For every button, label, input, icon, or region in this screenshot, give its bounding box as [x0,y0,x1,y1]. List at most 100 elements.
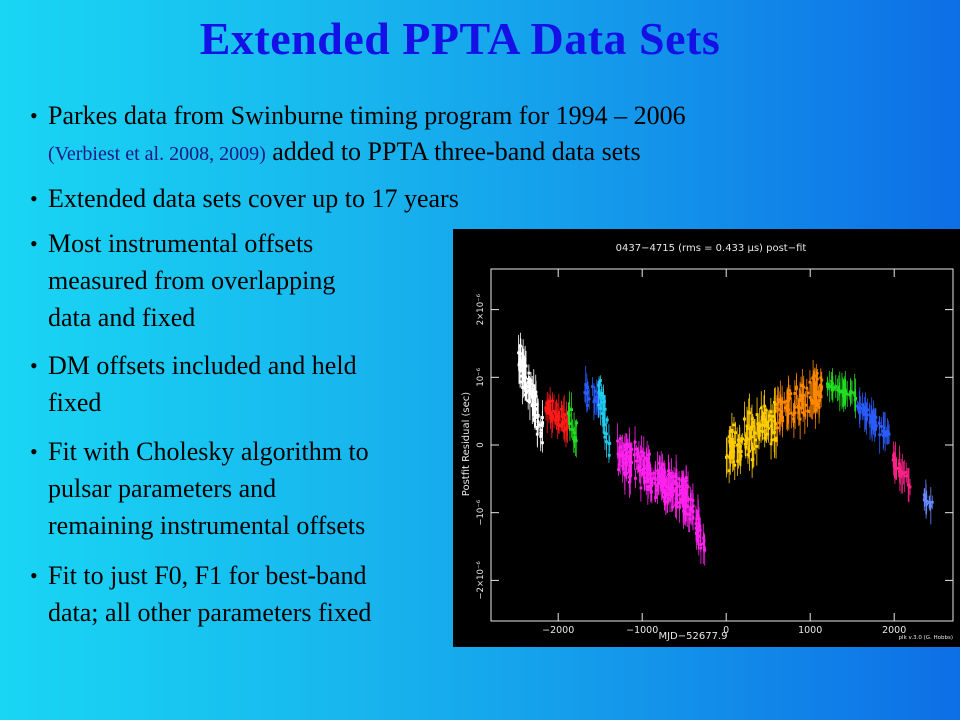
data-point [819,387,823,391]
data-point [641,467,645,471]
data-point [648,478,652,481]
data-point [553,418,557,422]
data-point [536,414,540,417]
data-point [696,539,700,543]
data-point [532,417,536,421]
data-point [541,421,545,425]
data-point [802,393,806,397]
data-point [664,500,668,504]
data-point [603,423,607,427]
data-point [687,512,691,516]
data-point [521,386,524,390]
data-point [759,429,763,433]
data-point [560,422,564,425]
data-point [694,526,698,530]
data-point [814,374,818,378]
data-point [549,412,553,416]
data-point [814,399,818,403]
data-point [727,469,731,473]
data-point [652,471,656,475]
data-point [655,488,658,492]
data-point [667,497,671,501]
data-point [627,475,631,479]
data-point [789,392,793,396]
data-point [767,426,771,430]
bullet-dot: • [30,439,38,464]
data-point [803,413,807,417]
data-point [899,474,903,478]
data-point [648,464,651,468]
data-point [892,463,896,467]
data-point [738,457,742,461]
data-point [616,452,620,456]
data-point [685,505,689,509]
data-point [929,504,933,508]
data-point [523,384,527,387]
data-point [698,524,702,528]
data-point [597,381,601,385]
data-point [753,438,757,442]
data-point [794,387,798,391]
data-point [595,395,599,399]
data-point [756,424,760,428]
data-point [742,417,746,421]
data-point [849,390,853,393]
data-point [868,413,871,417]
data-point [868,420,872,424]
data-point [554,412,558,415]
data-point [764,408,768,412]
data-point [805,386,809,390]
x-tick-label: −1000 [626,625,658,636]
data-point [545,401,549,405]
data-point [702,539,706,543]
data-point [870,420,874,424]
data-point [625,461,629,465]
data-point [599,379,602,382]
data-point [820,378,824,382]
data-point [546,403,550,407]
data-point [826,383,830,387]
data-point [668,493,672,497]
data-point [870,418,873,422]
data-point [630,448,634,451]
data-point [903,474,907,478]
data-point [870,425,874,429]
data-point [517,351,520,355]
data-point [753,431,756,435]
data-point [616,439,620,443]
data-point [769,442,773,446]
data-point [808,396,812,399]
data-point [789,411,793,415]
data-point [887,432,891,436]
data-point [661,463,664,466]
data-point [680,484,684,488]
bullet-3-line-1: Most instrumental offsets [48,229,314,258]
data-point [770,431,774,435]
y-tick-label: 2×10⁻⁶ [476,293,486,325]
data-point [796,405,800,409]
data-point [898,469,902,473]
data-point [866,408,869,412]
data-point [787,396,790,400]
data-point [518,361,521,365]
data-point [747,437,751,441]
data-point [643,467,647,470]
data-point [557,417,561,421]
data-point [766,432,770,436]
data-point [905,474,909,478]
data-point [537,423,541,427]
data-point [763,424,767,428]
data-point [798,417,802,421]
data-point [536,425,539,429]
bullet-2-line-1: Extended data sets cover up to 17 years [48,184,459,213]
data-point [520,363,524,367]
data-point [599,407,602,410]
data-point [676,493,680,497]
data-point [662,469,666,472]
data-point [566,426,569,430]
bullet-5-line-1: Fit with Cholesky algorithm to [48,437,369,466]
data-point [669,486,673,490]
data-point [657,482,660,486]
data-point [800,383,804,387]
data-point [758,423,762,426]
